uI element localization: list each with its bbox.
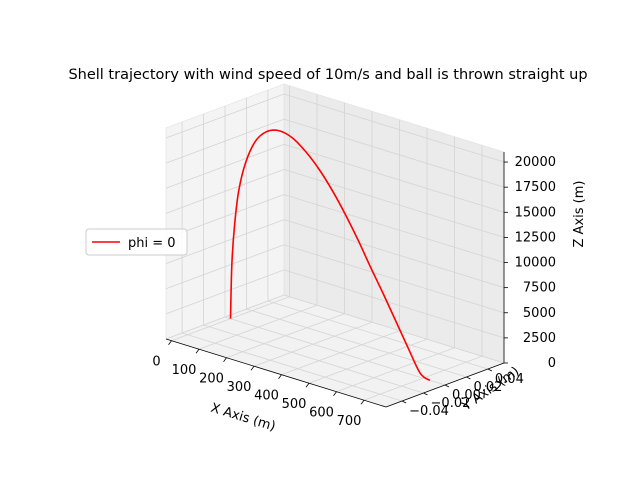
z-tick-label-0: 0 [548, 356, 556, 371]
x-axis-line [165, 338, 387, 408]
series-layer [229, 129, 431, 382]
x-tick-6 [333, 391, 337, 396]
x-tick-4 [278, 374, 282, 379]
y-tick-label-3: 0.02 [473, 380, 502, 395]
x-tick-label-6: 600 [309, 406, 334, 421]
x-tick-label-3: 300 [227, 380, 252, 395]
z-gridline-4 [165, 194, 505, 263]
y-tick-1 [423, 392, 428, 396]
axis-panes [165, 83, 505, 408]
x-tick-1 [195, 348, 200, 354]
z-tick-label-8: 20000 [515, 155, 556, 170]
z-gridline-5 [165, 168, 505, 238]
y-tick-0 [401, 400, 407, 404]
legend-entry-phi-0: phi = 0 [128, 236, 176, 251]
x-tick-label-7: 700 [337, 414, 362, 429]
z-tick-label-5: 12500 [515, 230, 556, 245]
z-gridline-3 [165, 219, 505, 289]
z-gridline-7 [165, 118, 505, 188]
z-gridline-6 [165, 143, 505, 213]
x-tick-label-1: 100 [172, 363, 197, 378]
z-tick-label-7: 17500 [515, 180, 556, 195]
chart-title: Shell trajectory with wind speed of 10m/… [68, 67, 587, 83]
x-tick-label-5: 500 [282, 397, 307, 412]
x-tick-2 [223, 357, 227, 362]
x-tick-7 [360, 399, 365, 405]
gridlines [165, 85, 505, 402]
y-tick-4 [487, 368, 493, 372]
x-tick-3 [250, 365, 255, 371]
x-tick-label-4: 400 [254, 389, 279, 404]
legend: phi = 0 [85, 228, 188, 256]
z-axis-label: Z Axis (m) [572, 181, 587, 248]
y-tick-label-4: 0.04 [495, 372, 524, 387]
x-axis-label: X Axis (m) [209, 401, 277, 435]
y-tick-label-2: 0.00 [452, 388, 481, 403]
z-gridline-0 [165, 294, 505, 364]
x-tick-label-2: 200 [199, 372, 224, 387]
x-tick-0 [168, 340, 172, 345]
z-gridline-2 [165, 244, 505, 314]
z-gridline-8 [165, 93, 505, 163]
z-tick-label-3: 7500 [523, 281, 556, 296]
z-tick-label-6: 15000 [515, 205, 556, 220]
x-tick-label-0: 0 [152, 355, 160, 370]
series-line-0 [229, 129, 431, 382]
legend-box [85, 228, 188, 256]
tick-marks [168, 161, 508, 405]
y-tick-label-0: −0.04 [409, 404, 449, 419]
z-tick-label-4: 10000 [515, 256, 556, 271]
z-gridline-1 [165, 269, 505, 339]
x-tick-5 [305, 382, 310, 388]
z-tick-label-2: 5000 [523, 306, 556, 321]
y-tick-3 [466, 376, 471, 380]
y-tick-2 [444, 384, 450, 388]
y-tick-label-1: −0.02 [431, 396, 471, 411]
z-tick-label-1: 2500 [523, 331, 556, 346]
